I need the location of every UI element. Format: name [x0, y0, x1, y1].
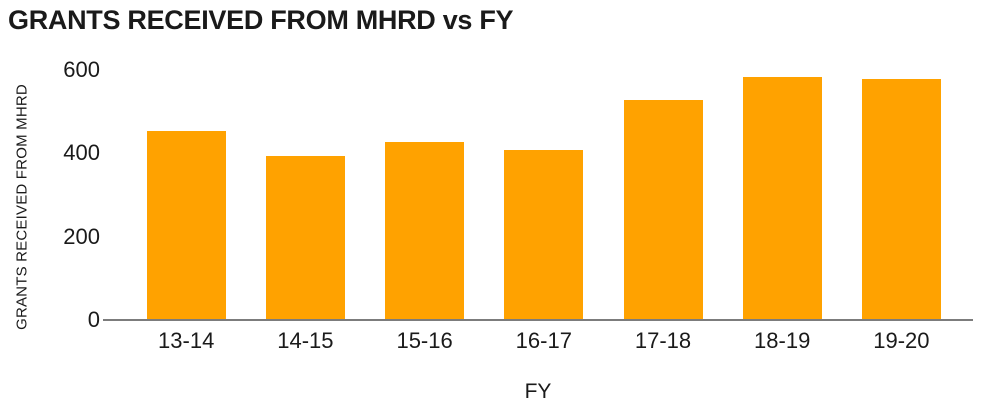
chart-title: GRANTS RECEIVED FROM MHRD vs FY: [8, 5, 514, 35]
bar-18-19: [742, 76, 822, 319]
x-tick-label: 19-20: [873, 328, 930, 353]
x-axis-title: FY: [524, 380, 552, 403]
plot-area: [103, 0, 973, 319]
bar-14-15: [265, 156, 345, 319]
y-tick-label: 0: [87, 307, 100, 332]
x-tick-label: 17-18: [634, 328, 692, 353]
y-tick-label: 400: [63, 140, 100, 165]
x-tick-label: 18-19: [754, 328, 811, 353]
bar-16-17: [504, 149, 584, 319]
x-tick-label: 13-14: [158, 328, 215, 353]
y-tick-label: 600: [63, 56, 100, 82]
y-tick-label: 200: [63, 223, 100, 249]
x-axis-line: [103, 319, 973, 321]
bar-13-14: [146, 131, 226, 319]
x-tick-label: 15-16: [396, 328, 453, 353]
x-tick-label: 14-15: [277, 328, 334, 353]
bar-19-20: [861, 78, 941, 319]
x-tick-label: 16-17: [515, 328, 572, 353]
bar-17-18: [623, 99, 703, 319]
y-axis-title: GRANTS RECEIVED FROM MHRD: [13, 84, 31, 330]
bar-15-16: [385, 141, 465, 319]
